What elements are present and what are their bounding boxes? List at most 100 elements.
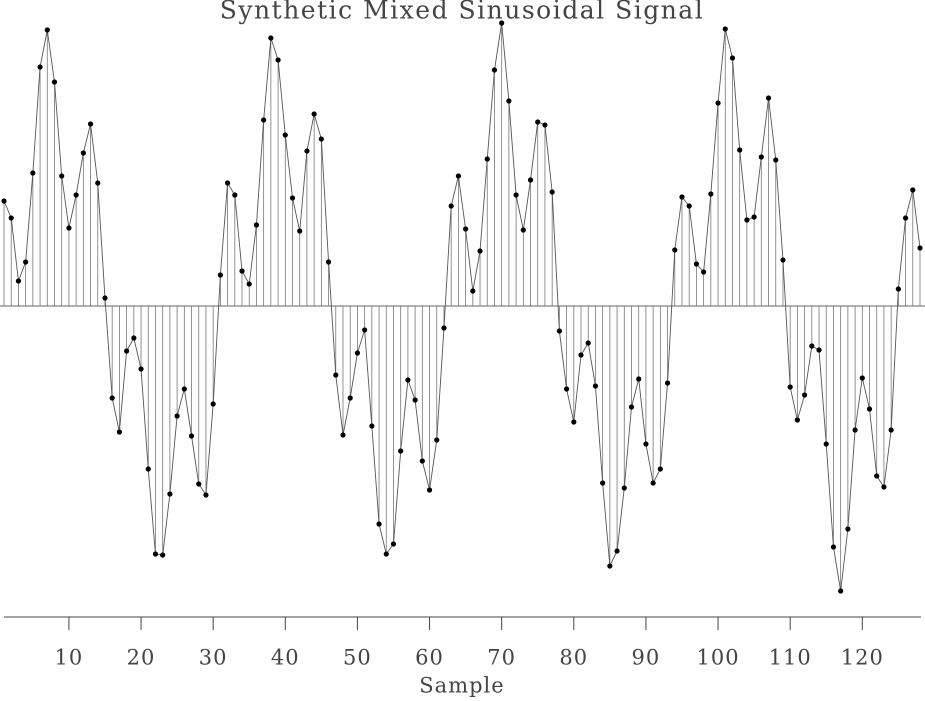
sample-point (556, 328, 562, 334)
sample-point (679, 194, 685, 200)
sample-point (152, 551, 159, 557)
sample-point (210, 401, 216, 407)
sample-point (224, 180, 231, 186)
x-tick-label: 60 (415, 646, 444, 670)
sample-point (585, 340, 591, 346)
sample-point (51, 79, 58, 85)
sample-point (426, 487, 433, 493)
sample-point (289, 195, 296, 201)
sample-point (686, 203, 692, 209)
sample-point (650, 480, 656, 486)
x-tick-label: 40 (271, 646, 300, 670)
sample-point (780, 257, 786, 263)
sample-point (859, 375, 865, 381)
sample-point (563, 386, 570, 392)
sample-point (636, 376, 642, 382)
sample-point (664, 380, 671, 386)
sample-point (823, 441, 829, 447)
sample-point (253, 222, 260, 228)
sample-point (383, 551, 389, 557)
sample-point (917, 245, 923, 251)
sample-point (809, 343, 815, 349)
sample-point (246, 281, 252, 287)
sample-point (491, 67, 498, 73)
sample-point (434, 437, 440, 443)
sample-point (830, 544, 837, 550)
sample-point (801, 392, 808, 398)
sample-point (268, 35, 274, 41)
sample-point (744, 217, 750, 223)
sample-point (607, 563, 613, 569)
sample-point (794, 417, 800, 423)
x-tick-label: 10 (55, 646, 84, 670)
sample-point (354, 350, 361, 356)
sample-point (845, 526, 851, 532)
sample-point (448, 203, 454, 209)
sample-point (1, 198, 7, 204)
sample-point (73, 192, 79, 198)
sample-point (852, 427, 858, 433)
sample-point (412, 397, 418, 403)
sample-point (398, 448, 404, 454)
sample-point (643, 441, 649, 447)
sample-point (535, 119, 541, 125)
sample-point (866, 406, 873, 412)
sample-point (304, 148, 310, 154)
sample-point (116, 429, 123, 435)
sample-point (340, 432, 346, 438)
sample-point (751, 214, 757, 220)
sample-point (181, 386, 187, 392)
sample-point (838, 588, 844, 594)
sample-point (506, 98, 512, 104)
sample-point (701, 269, 707, 275)
sample-point (311, 111, 317, 117)
sample-point (708, 191, 714, 197)
sample-point (578, 352, 584, 358)
sample-point (549, 189, 555, 195)
sample-point (441, 325, 447, 331)
x-tick-label: 100 (697, 646, 740, 670)
sample-point (477, 248, 483, 254)
sample-point (816, 347, 822, 353)
chart-title: Synthetic Mixed Sinusoidal Signal (220, 0, 704, 25)
sample-point (347, 395, 353, 401)
sample-point (174, 413, 180, 419)
sample-point (109, 395, 115, 401)
sample-point (131, 335, 137, 341)
sample-point (138, 366, 144, 372)
x-tick-label: 50 (343, 646, 372, 670)
sample-point (542, 122, 548, 128)
sample-point (30, 170, 36, 176)
x-tick-label: 30 (199, 646, 228, 670)
sample-point (592, 383, 599, 389)
sample-point (419, 458, 425, 464)
sample-point (102, 295, 108, 301)
sample-point (902, 215, 909, 221)
sample-point (693, 261, 700, 267)
sample-point (203, 492, 209, 498)
x-tick-label: 90 (632, 646, 661, 670)
sample-point (874, 473, 880, 479)
sample-point (895, 286, 901, 292)
sample-point (600, 480, 606, 486)
sample-point (787, 384, 793, 390)
sample-point (362, 327, 368, 333)
x-tick-label: 20 (127, 646, 156, 670)
x-tick-label: 110 (769, 646, 812, 670)
sample-point (520, 227, 526, 233)
sample-point (95, 180, 101, 186)
sample-point (275, 57, 281, 63)
sample-point (239, 268, 245, 274)
sample-point (463, 226, 469, 232)
x-axis-label: Sample (419, 674, 504, 698)
x-tick-label: 70 (487, 646, 516, 670)
sample-point (499, 20, 505, 26)
sample-point (527, 177, 534, 183)
sample-point (390, 541, 397, 547)
sample-point (80, 150, 86, 156)
sample-point (484, 156, 490, 162)
sample-point (188, 433, 195, 439)
sample-point (715, 100, 721, 106)
sample-point (910, 187, 916, 193)
x-tick-label: 120 (841, 646, 884, 670)
